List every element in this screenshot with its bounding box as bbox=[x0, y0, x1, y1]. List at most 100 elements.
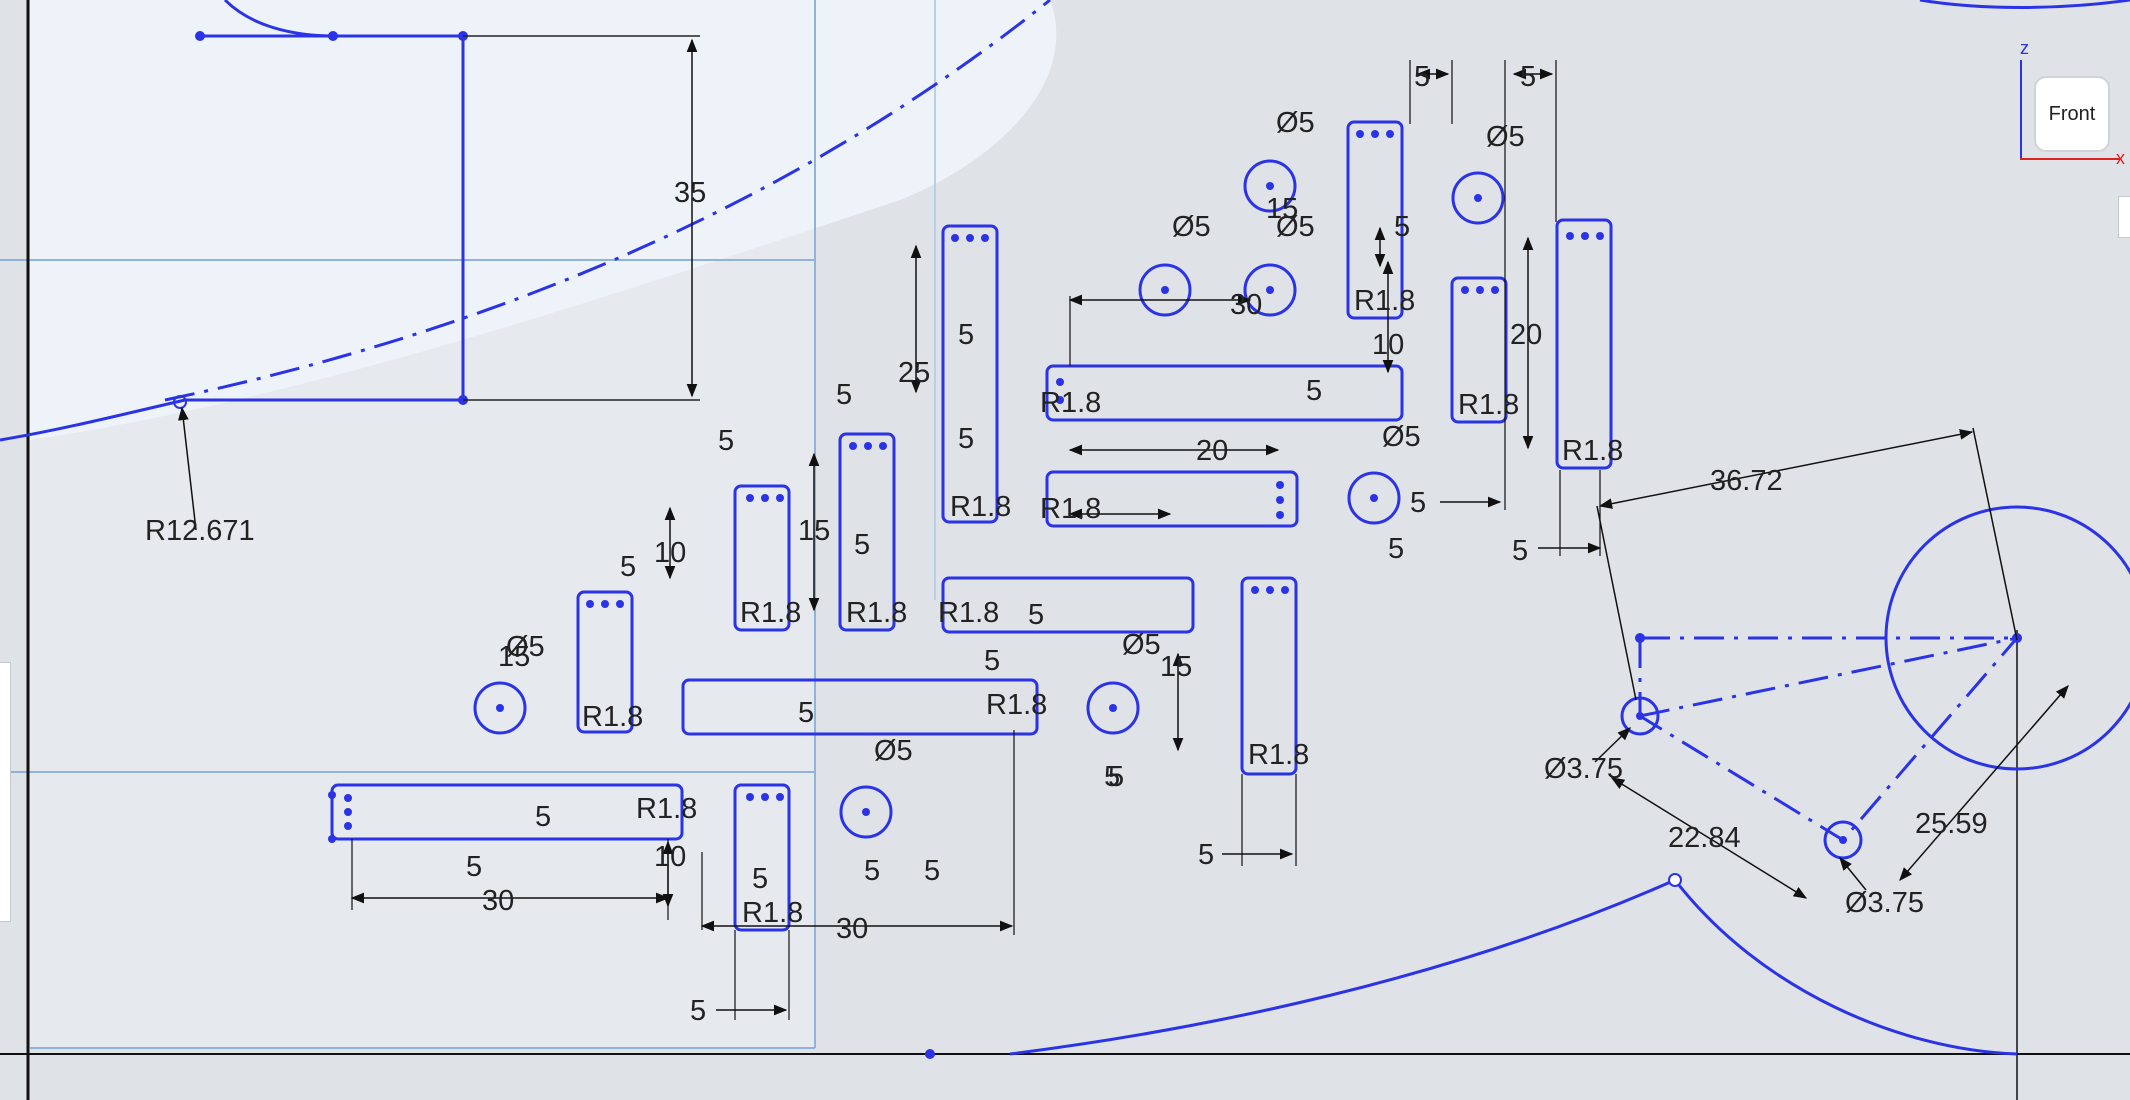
sketch-point[interactable] bbox=[1668, 873, 1682, 887]
view-cube[interactable]: Front z x bbox=[2020, 38, 2125, 168]
dimension-5[interactable]: 5 bbox=[984, 645, 1000, 677]
dimension-dia5[interactable]: Ø5 bbox=[506, 631, 545, 663]
dimension-dia5[interactable]: Ø5 bbox=[1172, 211, 1211, 243]
dimension-dia5[interactable]: Ø5 bbox=[1382, 421, 1421, 453]
dimension-r18[interactable]: R1.8 bbox=[1040, 387, 1101, 419]
dimension-r18[interactable]: R1.8 bbox=[1354, 285, 1415, 317]
dimension-dia5[interactable]: Ø5 bbox=[1276, 211, 1315, 243]
dimension-5[interactable]: 5 bbox=[798, 697, 814, 729]
dimension-15[interactable]: 15 bbox=[1266, 193, 1298, 225]
dimension-35[interactable]: 35 bbox=[674, 177, 706, 209]
dimension-5[interactable]: 5 bbox=[752, 863, 768, 895]
hole[interactable] bbox=[1086, 681, 1140, 735]
dimension-dia375[interactable]: Ø3.75 bbox=[1845, 887, 1924, 919]
slot[interactable] bbox=[838, 432, 896, 632]
slot[interactable] bbox=[1045, 364, 1404, 422]
dimension-5[interactable]: 5 bbox=[1414, 61, 1430, 93]
dimension-r18[interactable]: R1.8 bbox=[636, 793, 697, 825]
dimension-5[interactable]: 5 bbox=[1108, 761, 1124, 793]
slot[interactable] bbox=[1450, 276, 1508, 424]
dimension-r18[interactable]: R1.8 bbox=[740, 597, 801, 629]
dimension-5[interactable]: 5 bbox=[1028, 599, 1044, 631]
hole[interactable] bbox=[1243, 263, 1297, 317]
slot[interactable] bbox=[576, 590, 634, 734]
dimension-15[interactable]: 15 bbox=[498, 641, 530, 673]
dimension-2559[interactable]: 25.59 bbox=[1915, 808, 1988, 840]
dimension-5[interactable]: 5 bbox=[690, 995, 706, 1027]
dimension-r18[interactable]: R1.8 bbox=[1248, 739, 1309, 771]
dimension-r18[interactable]: R1.8 bbox=[846, 597, 907, 629]
dimension-5[interactable]: 5 bbox=[958, 319, 974, 351]
dimension-dia5[interactable]: Ø5 bbox=[1122, 629, 1161, 661]
dimension-r18[interactable]: R1.8 bbox=[1040, 493, 1101, 525]
sketch-point[interactable] bbox=[328, 31, 338, 41]
dimension-5[interactable]: 5 bbox=[958, 423, 974, 455]
slot[interactable] bbox=[733, 484, 791, 632]
hole[interactable] bbox=[1243, 159, 1297, 213]
dimension-5[interactable]: 5 bbox=[1520, 61, 1536, 93]
slot[interactable] bbox=[941, 224, 999, 524]
dimension-r18[interactable]: R1.8 bbox=[742, 897, 803, 929]
sketch-point[interactable] bbox=[925, 1049, 935, 1059]
dimension-15[interactable]: 15 bbox=[1160, 651, 1192, 683]
slot[interactable] bbox=[1240, 576, 1298, 776]
dimension-5[interactable]: 5 bbox=[1394, 211, 1410, 243]
dimension-20[interactable]: 20 bbox=[1510, 319, 1542, 351]
hole[interactable] bbox=[1451, 171, 1505, 225]
dimension-5[interactable]: 5 bbox=[718, 425, 734, 457]
dimension-5[interactable]: 5 bbox=[1306, 375, 1322, 407]
slot[interactable] bbox=[1346, 120, 1404, 320]
dimension-5[interactable]: 5 bbox=[864, 855, 880, 887]
dimension-dia5[interactable]: Ø5 bbox=[1276, 107, 1315, 139]
dimension-20[interactable]: 20 bbox=[1196, 435, 1228, 467]
slot[interactable] bbox=[1555, 218, 1613, 470]
dimension-2284[interactable]: 22.84 bbox=[1668, 822, 1741, 854]
dimension-5[interactable]: 5 bbox=[1388, 533, 1404, 565]
dimension-5[interactable]: 5 bbox=[535, 801, 551, 833]
dimension-5[interactable]: 5 bbox=[836, 379, 852, 411]
dimension-dia375[interactable]: Ø3.75 bbox=[1544, 753, 1623, 785]
dimension-10[interactable]: 10 bbox=[654, 537, 686, 569]
dimension-r18[interactable]: R1.8 bbox=[1562, 435, 1623, 467]
dimension-r18[interactable]: R1.8 bbox=[986, 689, 1047, 721]
dimension-5[interactable]: 5 bbox=[854, 529, 870, 561]
slot[interactable] bbox=[941, 576, 1195, 634]
dimension-line bbox=[1610, 777, 1808, 899]
dimension-30[interactable]: 30 bbox=[482, 885, 514, 917]
hole[interactable] bbox=[1138, 263, 1192, 317]
dimension-5[interactable]: 5 bbox=[924, 855, 940, 887]
dimension-30[interactable]: 30 bbox=[1230, 289, 1262, 321]
slot[interactable] bbox=[681, 678, 1039, 736]
dimension-5[interactable]: 5 bbox=[1198, 839, 1214, 871]
axis-z-label: z bbox=[2020, 38, 2029, 58]
dimension-5[interactable]: 5 bbox=[466, 851, 482, 883]
dimension-r12671[interactable]: R12.671 bbox=[145, 515, 255, 547]
left-panel-tab[interactable] bbox=[0, 662, 11, 922]
sketch-point[interactable] bbox=[195, 31, 205, 41]
right-panel-tab[interactable] bbox=[2118, 196, 2130, 238]
dimension-line bbox=[1598, 429, 1974, 509]
dimension-5[interactable]: 5 bbox=[1410, 487, 1426, 519]
view-cube-front-face[interactable]: Front bbox=[2034, 76, 2110, 152]
dimension-15[interactable]: 15 bbox=[798, 515, 830, 547]
dimension-30[interactable]: 30 bbox=[836, 913, 868, 945]
hole[interactable] bbox=[1347, 471, 1401, 525]
dimension-r18[interactable]: R1.8 bbox=[1458, 389, 1519, 421]
dimension-25[interactable]: 25 bbox=[898, 357, 930, 389]
dimension-3672[interactable]: 36.72 bbox=[1710, 465, 1783, 497]
dimension-r18[interactable]: R1.8 bbox=[582, 701, 643, 733]
dimension-5[interactable]: 5 bbox=[1512, 535, 1528, 567]
dimension-dia5[interactable]: Ø5 bbox=[1486, 121, 1525, 153]
dimension-r18[interactable]: R1.8 bbox=[950, 491, 1011, 523]
dimension-dia5[interactable]: Ø5 bbox=[874, 735, 913, 767]
slot[interactable] bbox=[1045, 470, 1299, 528]
hole[interactable] bbox=[839, 785, 893, 839]
slot[interactable] bbox=[330, 783, 684, 841]
dimension-10[interactable]: 10 bbox=[1372, 329, 1404, 361]
dimension-5[interactable]: 5 bbox=[1104, 761, 1120, 793]
hole[interactable] bbox=[473, 681, 527, 735]
dimension-r18[interactable]: R1.8 bbox=[938, 597, 999, 629]
dimension-5[interactable]: 5 bbox=[620, 551, 636, 583]
dimension-10[interactable]: 10 bbox=[654, 841, 686, 873]
